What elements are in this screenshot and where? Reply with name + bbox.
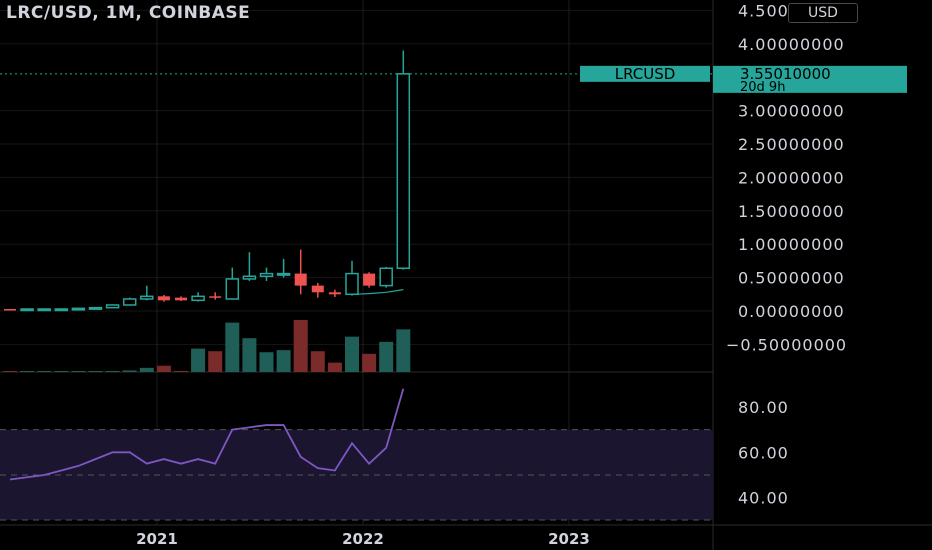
volume-bars (3, 320, 411, 372)
candle-body (209, 296, 222, 298)
volume-bar (225, 322, 240, 372)
price-axis-label: 0.50000000 (738, 269, 845, 288)
price-axis-label: 2.50000000 (738, 135, 845, 154)
volume-bar (191, 348, 206, 372)
volume-bar (156, 365, 171, 372)
price-axis-label: 1.00000000 (738, 235, 845, 254)
price-axis-label: 0.00000000 (738, 302, 845, 321)
price-tag-value-box (713, 65, 907, 93)
rsi-axis-label: 40.00 (738, 489, 789, 508)
volume-bar (362, 353, 377, 372)
volume-bar (37, 371, 52, 372)
candle-body (363, 273, 376, 286)
moving-average-line (351, 289, 404, 295)
price-axis-label: 2.00000000 (738, 168, 845, 187)
rsi-axis-label: 80.00 (738, 398, 789, 417)
volume-bar (242, 338, 257, 372)
price-axis-label: 3.00000000 (738, 102, 845, 121)
volume-bar (208, 351, 223, 372)
candle-body (175, 297, 187, 301)
interval-label: 1M (105, 3, 136, 23)
candle-body (122, 298, 137, 306)
currency-button[interactable]: USD (788, 3, 858, 23)
time-axis-label: 2023 (548, 530, 590, 548)
price-tag-symbol-box (580, 65, 710, 82)
volume-bar (105, 370, 120, 372)
candle-body (396, 73, 411, 269)
candle-body (225, 278, 240, 300)
candle-body (379, 267, 393, 287)
rsi-band (0, 429, 713, 521)
candle-body (328, 292, 341, 295)
candle-body (54, 308, 69, 312)
candle-body (140, 295, 154, 300)
candle-body (105, 304, 120, 309)
candle-body (276, 272, 291, 276)
candle-body (242, 275, 257, 280)
volume-bar (345, 336, 359, 372)
price-axis-label: 4.00000000 (738, 35, 845, 54)
volume-bar (122, 370, 137, 372)
exchange-label: COINBASE (148, 3, 251, 23)
volume-bar (3, 371, 17, 372)
rsi-line (9, 388, 405, 481)
chart-title: LRC/USD, 1M, COINBASE (6, 3, 251, 23)
price-tag-value: 3.55010000 (740, 65, 831, 83)
price-tag-countdown: 20d 9h (740, 80, 785, 95)
volume-bar (293, 320, 308, 372)
volume-bar (310, 351, 325, 372)
volume-bar (276, 350, 291, 372)
axes: 4.500000004.000000003.000000002.50000000… (136, 1, 847, 548)
candle-body (20, 308, 34, 312)
candle-body (88, 306, 103, 310)
candle-body (191, 295, 205, 302)
time-axis-label: 2021 (136, 530, 178, 548)
volume-bar (71, 371, 86, 372)
candle-body (71, 307, 86, 311)
volume-bar (20, 371, 35, 372)
volume-bar (88, 371, 103, 372)
candle-body (294, 273, 307, 286)
moving-average (0, 73, 713, 295)
volume-bar (379, 341, 394, 372)
symbol-label: LRC/USD (6, 3, 93, 23)
candle-body (311, 285, 324, 293)
price-axis-label: −0.50000000 (726, 335, 847, 354)
volume-bar (327, 362, 342, 372)
candle-body (345, 272, 359, 296)
candle-body (4, 308, 16, 311)
volume-bar (259, 352, 274, 372)
candle-body (37, 308, 51, 312)
rsi-axis-label: 60.00 (738, 443, 789, 462)
rsi-indicator (9, 388, 405, 481)
volume-bar (174, 370, 188, 372)
price-axis-label: 1.50000000 (738, 202, 845, 221)
candle-body (259, 272, 274, 278)
time-axis-label: 2022 (342, 530, 384, 548)
volume-bar (54, 371, 69, 372)
candles (4, 50, 411, 312)
volume-bar (139, 367, 154, 372)
volume-bar (396, 329, 411, 372)
price-tag-symbol: LRCUSD (615, 65, 676, 83)
candle-body (157, 296, 170, 301)
